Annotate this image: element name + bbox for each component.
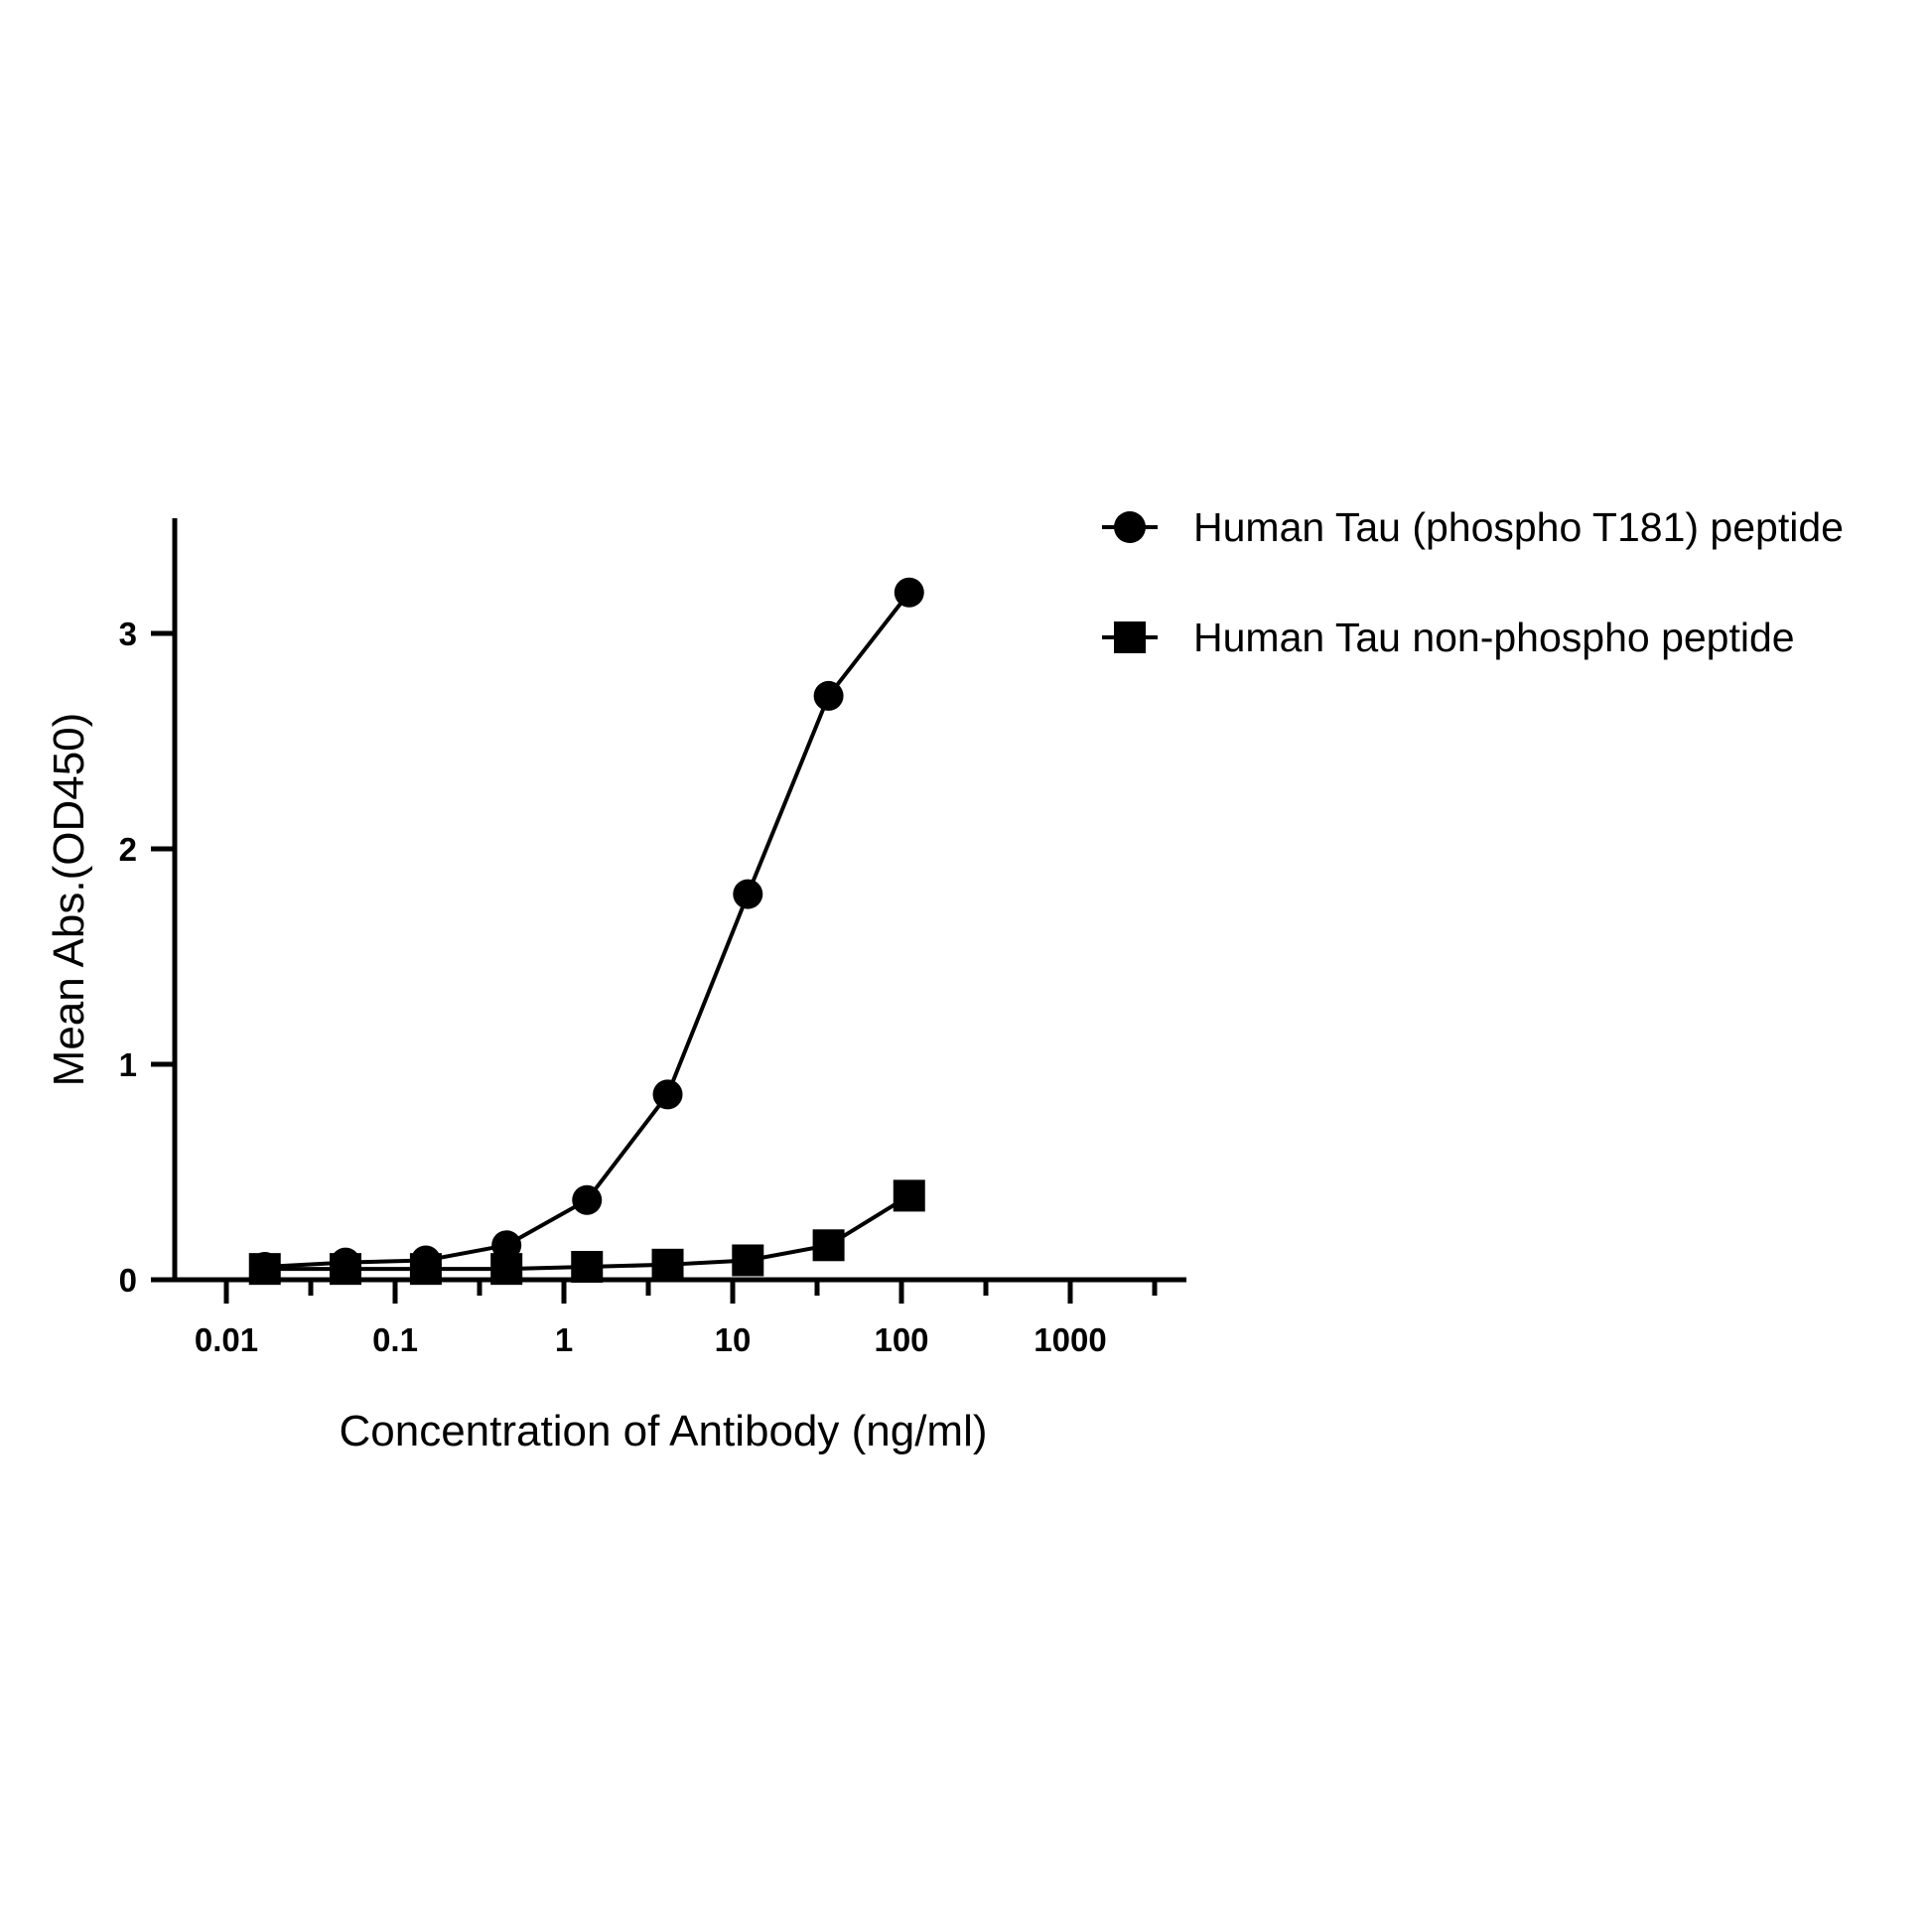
series-line-1 — [264, 591, 911, 1269]
data-point-square — [651, 1248, 684, 1281]
data-point-square — [732, 1244, 764, 1277]
plot-lines — [264, 591, 911, 1272]
x-tick-label: 10 — [715, 1321, 752, 1358]
x-tick-label: 100 — [874, 1321, 928, 1358]
y-axis-title: Mean Abs.(OD450) — [45, 713, 93, 1087]
legend-marker-circle — [1114, 511, 1146, 543]
x-tick-label: 0.1 — [372, 1321, 418, 1358]
y-tick-label: 1 — [119, 1046, 137, 1083]
data-point-circle — [491, 1230, 522, 1261]
data-point-circle — [733, 879, 763, 909]
x-tick-label: 1000 — [1034, 1321, 1106, 1358]
tick-labels: 0 1 2 3 0.01 0.1 1 10 100 1000 — [119, 616, 1107, 1358]
x-tick-label: 1 — [555, 1321, 573, 1358]
data-point-square — [812, 1229, 845, 1262]
legend: Human Tau (phospho T181) peptide Human Ta… — [1102, 504, 1844, 660]
data-point-circle — [572, 1184, 603, 1215]
legend-item: Human Tau non-phospho peptide — [1102, 615, 1795, 660]
y-tick-label: 2 — [119, 831, 137, 868]
data-point-circle — [894, 577, 924, 608]
legend-marker-square — [1114, 621, 1146, 653]
data-point-square — [893, 1179, 925, 1212]
x-tick-label: 0.01 — [195, 1321, 258, 1358]
legend-item: Human Tau (phospho T181) peptide — [1102, 504, 1844, 550]
y-tick-label: 0 — [119, 1262, 137, 1299]
data-point-circle — [652, 1079, 683, 1110]
plot-markers — [248, 577, 925, 1286]
legend-label: Human Tau (phospho T181) peptide — [1193, 504, 1844, 550]
data-point-circle — [813, 680, 844, 711]
x-axis-title: Concentration of Antibody (ng/ml) — [339, 1407, 987, 1455]
axes — [151, 518, 1186, 1304]
legend-label: Human Tau non-phospho peptide — [1193, 615, 1795, 660]
y-tick-label: 3 — [119, 616, 137, 652]
